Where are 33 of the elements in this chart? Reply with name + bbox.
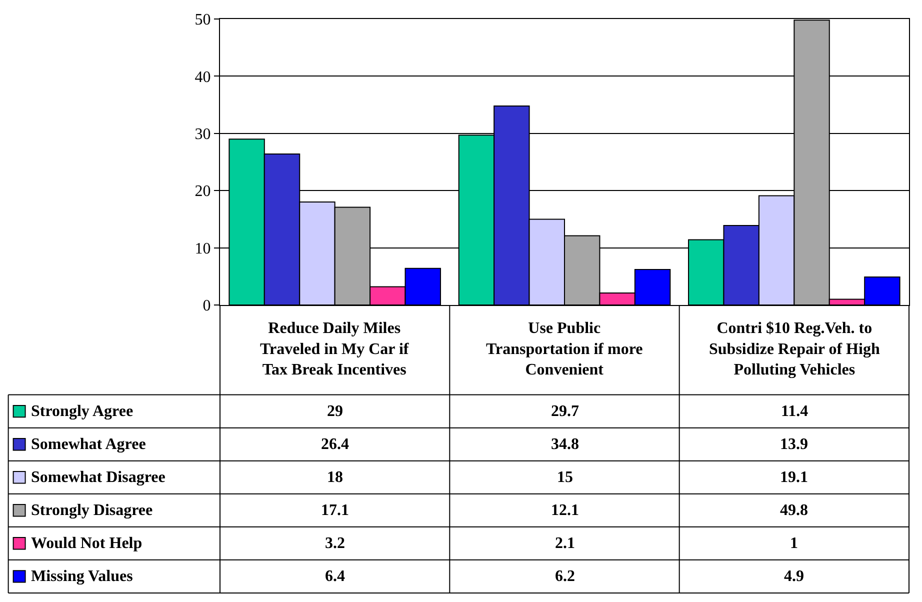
data-label: 4.9 (784, 568, 804, 585)
data-label: 2.1 (555, 535, 575, 552)
y-tick-label: 40 (194, 68, 211, 86)
data-label: 17.1 (321, 502, 349, 519)
y-tick-label: 50 (194, 12, 211, 29)
data-label: 15 (557, 469, 573, 486)
data-label: 34.8 (551, 436, 579, 453)
data-label: 29.7 (551, 403, 579, 420)
data-label: 6.2 (555, 568, 575, 585)
data-label: 11.4 (781, 403, 808, 420)
data-label: 3.2 (325, 535, 345, 552)
y-tick-label: 30 (194, 126, 211, 143)
data-label: 18 (327, 469, 343, 486)
data-label: 49.8 (780, 502, 808, 519)
legend-label: Missing Values (31, 568, 133, 585)
data-label: 26.4 (321, 436, 349, 453)
legend-label: Would Not Help (31, 535, 142, 552)
data-label: 1 (790, 535, 798, 552)
y-tick-label: 10 (194, 240, 211, 258)
data-label: 6.4 (325, 568, 345, 585)
data-label: 12.1 (551, 502, 579, 519)
legend-label: Strongly Agree (31, 403, 134, 420)
x-tick-label: Contri $10 Reg.Veh. to Subsidize Repair of High Polluting Vehicles (709, 320, 880, 379)
x-tick-label: Reduce Daily Miles Traveled in My Car if Tax Break Incentives (260, 320, 410, 379)
y-tick-label: 0 (202, 298, 211, 315)
legend-label: Somewhat Disagree (31, 469, 166, 486)
x-tick-label: Use Public Transportation if more Convenient (486, 320, 643, 379)
data-label: 13.9 (780, 436, 808, 453)
data-label: 19.1 (780, 469, 808, 486)
legend-label: Strongly Disagree (31, 502, 153, 519)
data-label: 29 (327, 403, 343, 420)
legend-label: Somewhat Agree (31, 436, 146, 453)
y-tick-label: 20 (194, 183, 211, 200)
